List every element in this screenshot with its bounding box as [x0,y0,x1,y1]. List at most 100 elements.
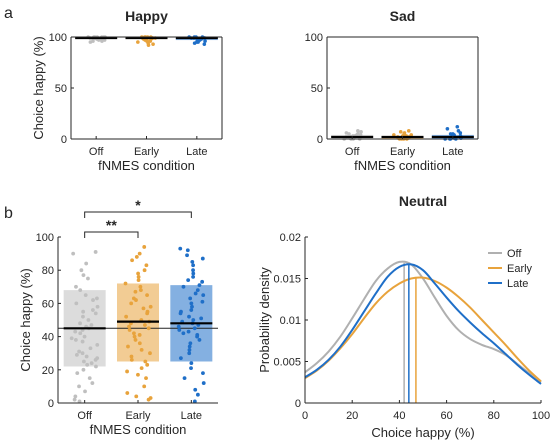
x-tick-label-off: Off [345,146,360,158]
x-axis-label: fNMES condition [98,158,195,173]
density-line-early [304,276,542,383]
data-point-off [86,276,90,281]
y-tick-label: 20 [42,365,54,377]
data-point-early [143,38,147,42]
data-point-off [84,354,89,359]
y-tick-label: 100 [36,232,54,244]
data-point-off [95,343,100,347]
data-point-early [144,263,149,268]
data-point-early [129,354,134,359]
data-point-off [78,288,83,293]
data-point-late [191,263,196,268]
y-tick-label: 0 [48,398,54,410]
x-tick-label-off: Off [77,410,92,422]
chart-happy: 0 50 100 Off Early Late Happy fNMES condition Ch… [31,8,223,173]
data-point-late [195,38,200,42]
significance-bracket [84,211,192,218]
data-point-early [398,130,403,134]
data-point-early [125,369,129,374]
y-axis-label: Choice happy (%) [31,36,46,139]
legend: Off Early Late [488,248,533,290]
data-point-off [74,301,79,306]
data-point-early [136,40,140,44]
data-point-off [73,329,78,334]
significance-label: * [135,197,141,213]
legend-label-off: Off [507,248,522,260]
data-point-off [93,250,98,254]
data-point-off [69,336,74,341]
y-tick-label: 80 [42,265,54,277]
data-point-late [445,127,450,131]
panel-label-a: a [4,5,13,22]
data-point-off [81,367,86,372]
data-point-late [185,253,189,258]
data-point-late [201,381,206,385]
data-point-early [141,306,146,311]
data-point-off [71,251,76,256]
data-point-late [185,248,190,253]
data-point-late [182,376,187,380]
significance-bracket [84,231,139,238]
data-point-late [178,356,183,361]
data-point-late [193,291,198,296]
data-point-late [200,299,205,304]
data-point-off [75,371,80,376]
data-point-late [191,318,196,322]
data-point-early [134,394,139,399]
data-point-early [136,274,141,279]
data-point-late [195,288,200,293]
data-point-late [187,344,192,349]
x-tick-label: 0 [302,410,308,422]
data-point-late [178,246,183,251]
x-axis-label: fNMES condition [354,158,451,173]
data-point-late [187,347,192,352]
data-point-early [129,357,134,362]
data-point-early [142,268,147,273]
data-point-late [202,42,207,46]
data-point-off [87,376,92,380]
y-tick-label: 60 [42,298,54,310]
data-point-early [127,324,131,329]
data-point-late [190,304,194,309]
data-point-early [148,351,152,356]
data-point-late [186,278,191,283]
data-point-off [80,339,85,344]
data-point-early [126,344,130,349]
panel-label-b: b [4,205,13,222]
data-point-early [143,359,148,364]
data-point-early [139,347,144,352]
y-tick-label: 0 [61,134,67,146]
data-point-early [130,258,134,263]
data-point-early [146,43,151,47]
data-point-off [93,311,98,316]
data-point-early [146,326,151,331]
data-point-late [191,271,196,276]
data-point-early [136,372,140,377]
data-point-early [133,289,138,294]
data-point-early [148,39,153,43]
data-point-off [84,261,89,266]
data-point-early [402,131,407,135]
data-point-late [186,329,191,334]
x-tick-label-late: Late [186,146,207,158]
y-tick-label: 0.02 [280,232,301,244]
data-point-off [82,334,87,339]
data-point-late [189,366,193,371]
data-point-off [78,321,82,326]
x-tick-label: 40 [393,410,405,422]
data-point-late [188,296,193,301]
data-point-early [145,362,150,367]
chart-title: Sad [390,8,416,24]
data-point-late [190,260,195,264]
data-point-early [142,384,147,389]
data-point-early [148,304,153,309]
data-point-off [74,352,79,357]
data-point-off [359,130,363,134]
data-point-off [81,309,86,314]
data-point-off [347,132,351,136]
data-point-early [129,301,134,306]
data-point-early [151,42,155,46]
data-point-late [181,331,186,336]
